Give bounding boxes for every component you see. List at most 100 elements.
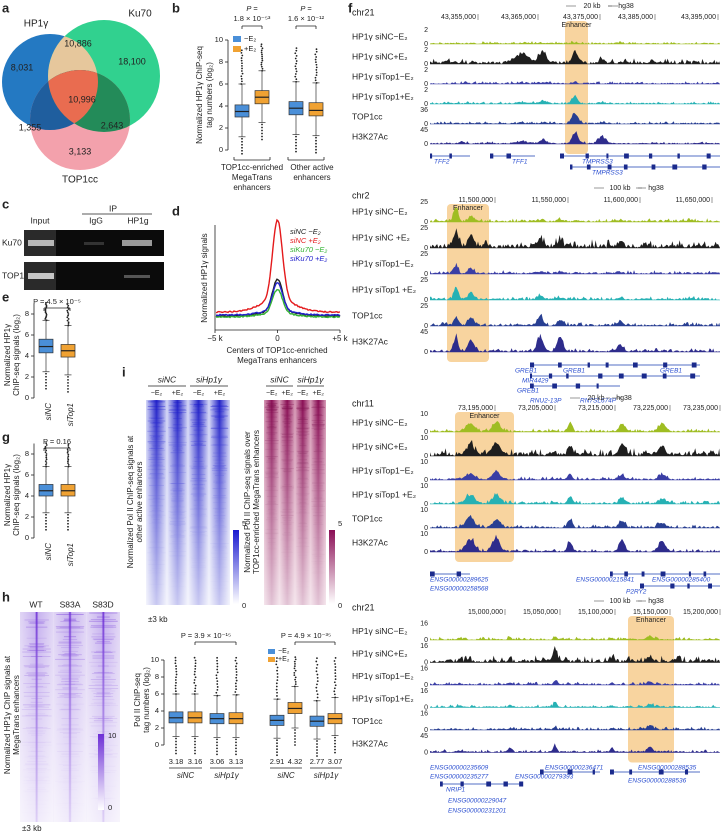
outlier — [216, 694, 219, 697]
exon — [618, 373, 624, 379]
outlier — [175, 670, 178, 673]
outlier — [261, 55, 263, 58]
outlier — [275, 682, 278, 685]
outlier — [334, 666, 337, 668]
outlier — [45, 528, 47, 531]
outlier — [240, 49, 243, 52]
exon — [530, 383, 534, 389]
panel-letter: g — [2, 429, 10, 444]
colorbar — [98, 734, 104, 810]
outlier — [67, 318, 70, 320]
legend-label: −E₂ — [244, 34, 256, 43]
y-tick-label: 8 — [155, 672, 159, 681]
y-tick-label: 2 — [155, 723, 159, 732]
track-min: 0 — [424, 549, 428, 556]
track-max: 16 — [420, 688, 428, 695]
signal-track — [430, 743, 720, 753]
outlier — [67, 513, 69, 516]
outlier — [45, 449, 48, 452]
track-label: TOP1cc — [352, 716, 383, 726]
gene-label: TMPRSS3 — [592, 170, 623, 177]
exon — [610, 571, 613, 577]
outlier — [276, 666, 279, 669]
outlier — [260, 65, 263, 68]
track-min: 0 — [424, 141, 428, 148]
track-max: 10 — [420, 435, 428, 442]
gene-label: ENSG00000289625 — [430, 577, 489, 584]
outlier — [67, 304, 70, 307]
outlier — [261, 138, 263, 141]
heatmap-fade — [209, 400, 230, 605]
colorbar-label: 5 — [242, 519, 246, 528]
coord-label: 73,195,000 — [458, 405, 493, 412]
outlier — [295, 54, 298, 57]
outlier — [295, 62, 298, 65]
outlier — [241, 64, 243, 67]
outlier — [45, 463, 47, 466]
outlier — [67, 528, 69, 531]
track-min: 0 — [424, 637, 428, 644]
gene-label: TFF2 — [434, 159, 450, 166]
exon — [490, 153, 494, 159]
outlier — [315, 690, 318, 692]
outlier — [315, 56, 318, 58]
outlier — [235, 676, 238, 679]
column-label: S83D — [92, 599, 113, 609]
count-label: 18,100 — [118, 56, 146, 66]
band — [28, 273, 54, 279]
exon — [660, 571, 666, 577]
track-label: HP1γ siNC−E₂ — [352, 626, 408, 636]
outlier — [216, 656, 219, 659]
exon — [558, 362, 562, 368]
signal-track — [430, 313, 720, 326]
outlier — [67, 519, 69, 522]
band — [84, 242, 104, 245]
outlier — [260, 63, 263, 66]
outlier — [44, 316, 47, 319]
outlier — [235, 738, 237, 741]
outlier — [294, 683, 297, 686]
track-label: H3K27Ac — [352, 537, 389, 547]
exon — [587, 362, 590, 368]
condition-label: +E₂ — [313, 390, 325, 397]
track-min: 0 — [424, 349, 428, 356]
gene-label: ENSG00000288536 — [628, 778, 687, 785]
outlier — [45, 375, 47, 378]
track-max: 10 — [420, 411, 428, 418]
outlier — [194, 737, 196, 740]
exon — [690, 373, 696, 379]
outlier — [241, 152, 243, 155]
count-label: 1,355 — [19, 122, 42, 132]
group-label: siHp1γ — [314, 771, 339, 780]
legend-label: siNC +E₂ — [290, 236, 321, 245]
outlier — [193, 673, 196, 676]
signal-track — [430, 131, 720, 144]
outlier — [67, 445, 70, 447]
outlier — [275, 688, 278, 691]
profile-line — [216, 282, 341, 317]
coord-label: 43,375,000 — [563, 14, 598, 21]
colorbar — [329, 530, 335, 604]
outlier — [334, 736, 336, 739]
outlier — [240, 83, 243, 85]
exon — [567, 769, 573, 775]
outlier — [294, 738, 296, 740]
exon — [641, 571, 645, 577]
outlier — [295, 147, 297, 150]
median-label: 3.13 — [229, 757, 244, 766]
outlier — [276, 672, 279, 675]
exon — [648, 153, 653, 159]
track-label: HP1γ siNC +E₂ — [352, 232, 410, 242]
signal-track — [430, 680, 720, 685]
outlier — [294, 656, 297, 659]
outlier — [67, 458, 70, 461]
outlier — [67, 457, 69, 459]
outlier — [175, 737, 177, 740]
category-label: siNC — [44, 543, 53, 561]
signal-track — [430, 286, 720, 300]
outlier — [334, 678, 337, 681]
outlier — [294, 735, 296, 737]
y-tick-label: 6 — [25, 330, 29, 339]
set-label: Ku70 — [128, 9, 152, 20]
